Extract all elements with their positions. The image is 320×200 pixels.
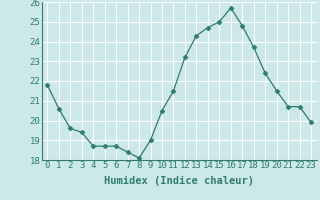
X-axis label: Humidex (Indice chaleur): Humidex (Indice chaleur) (104, 176, 254, 186)
